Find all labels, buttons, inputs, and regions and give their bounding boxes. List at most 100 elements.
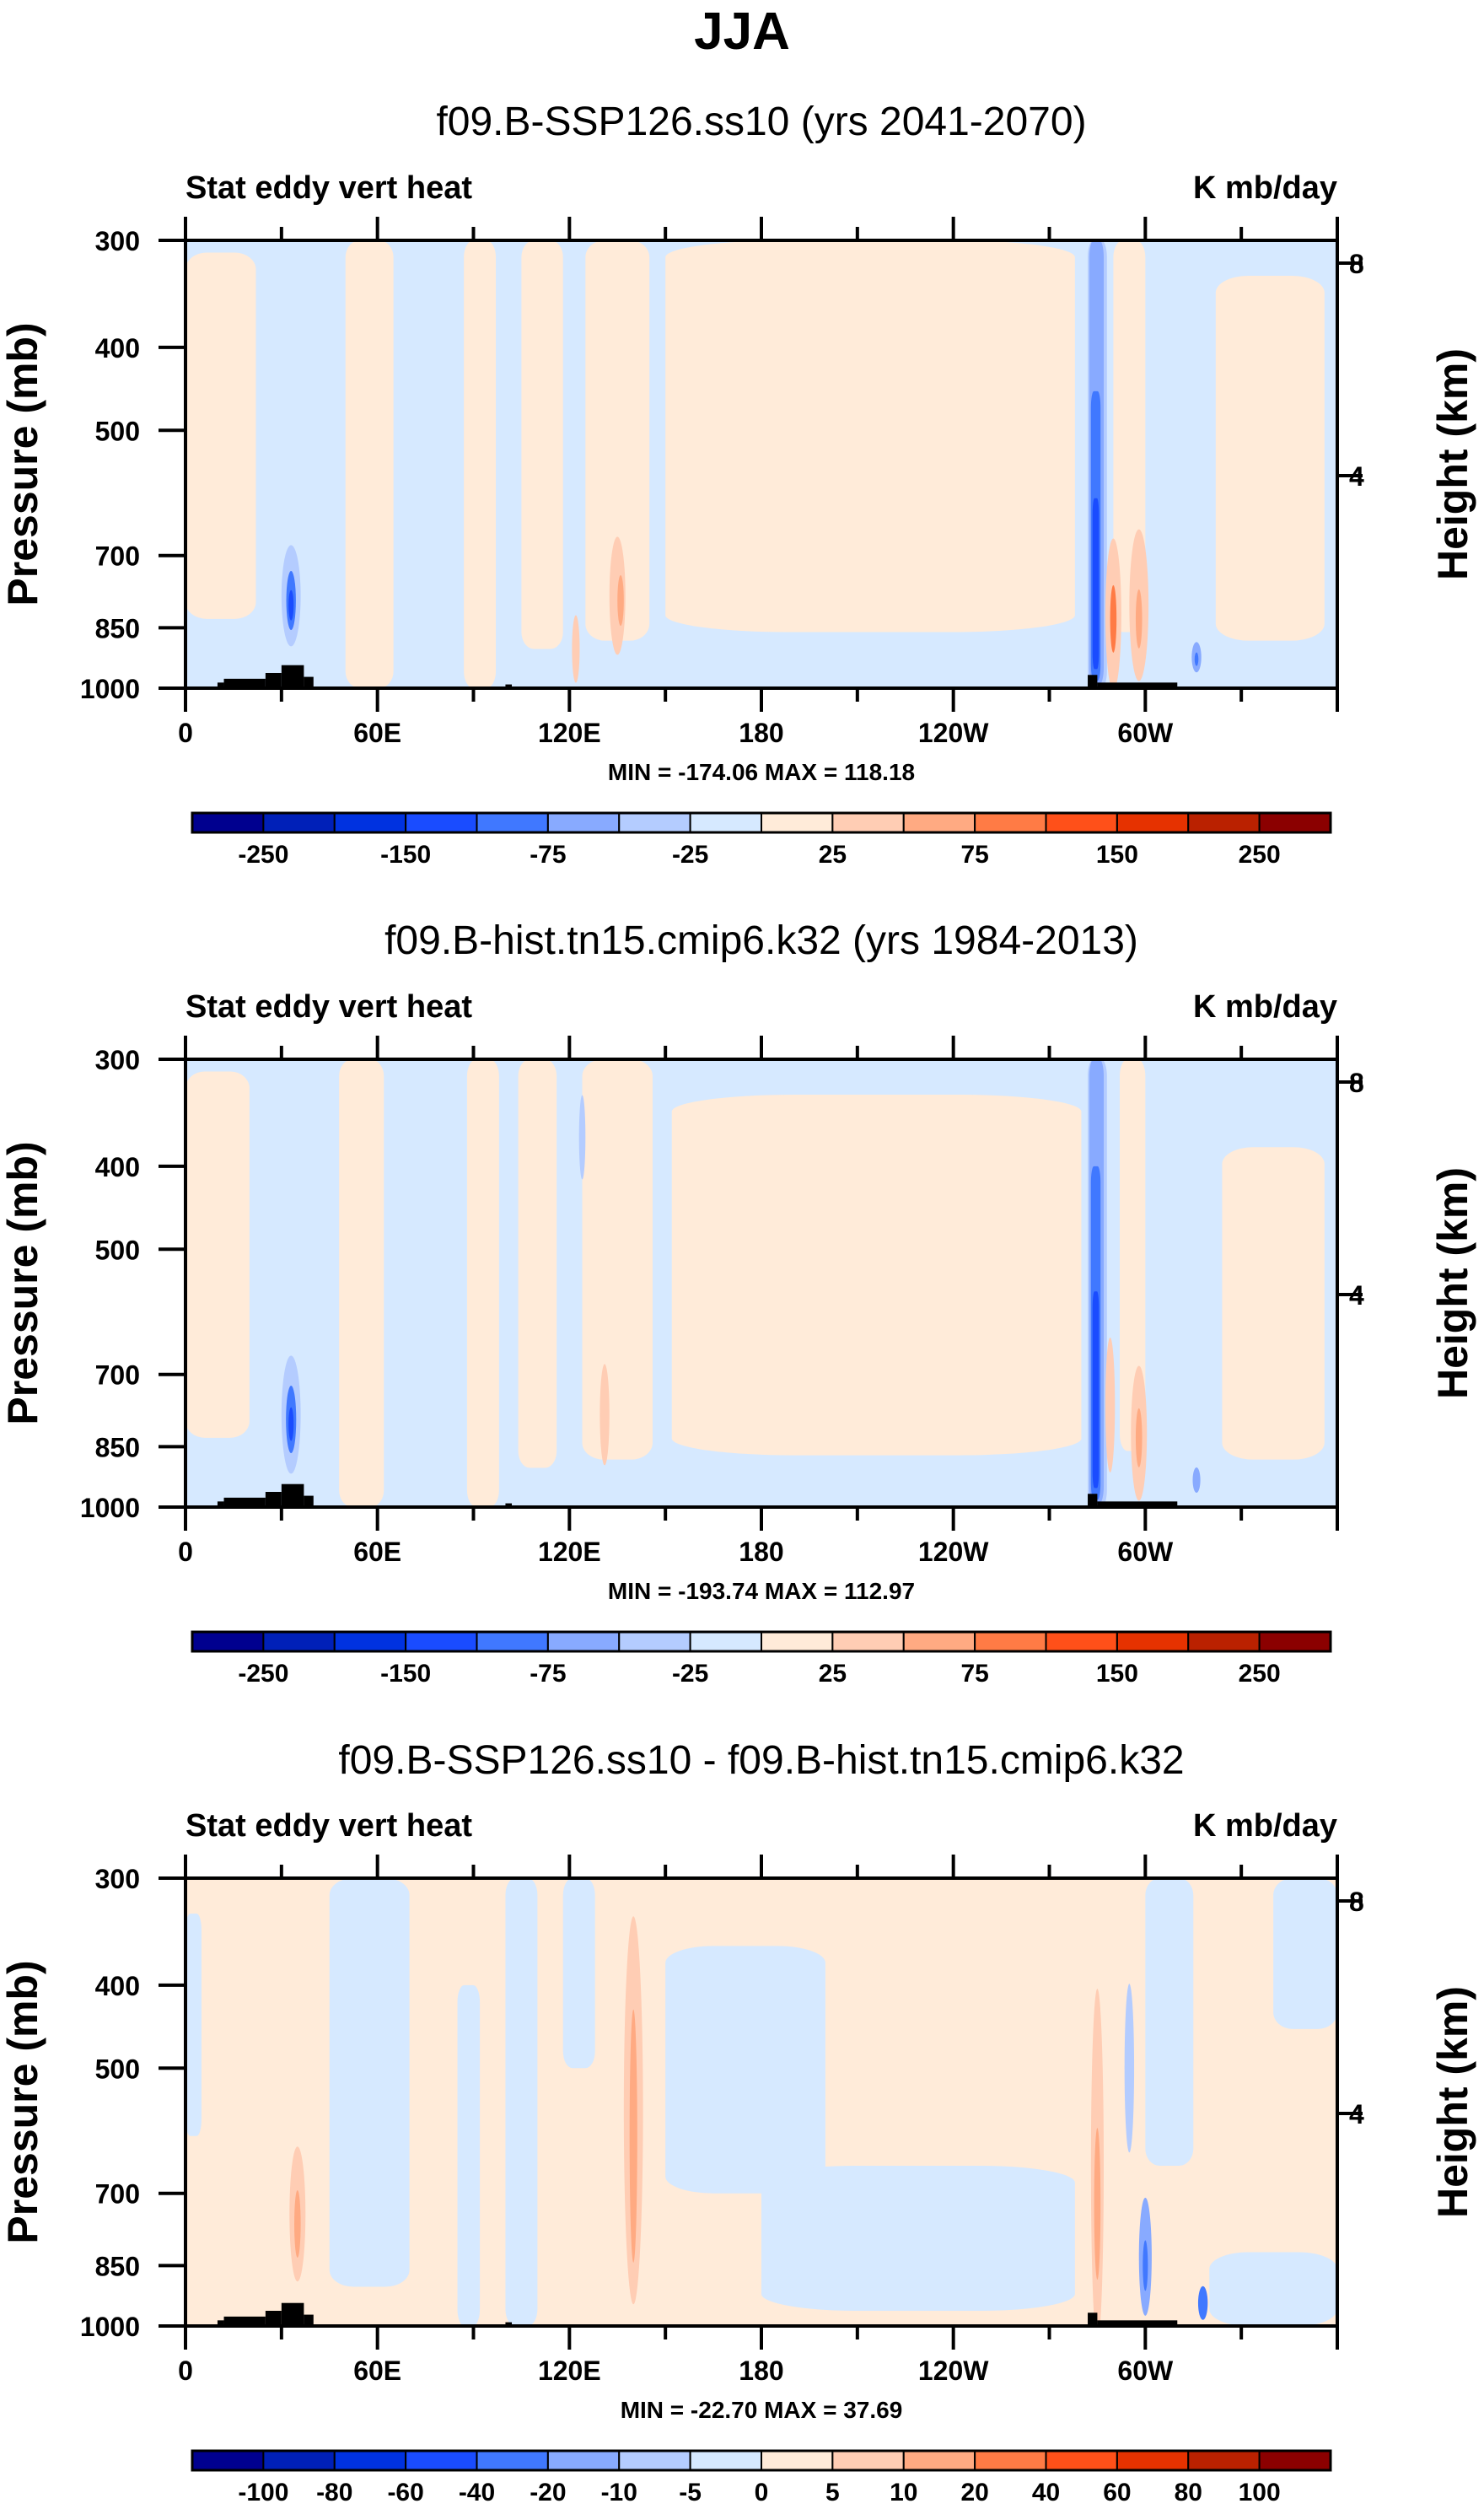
topography-mask — [265, 1491, 282, 1507]
colorbar-box — [1116, 2450, 1190, 2471]
colorbar-box — [1258, 2450, 1331, 2471]
contour-region — [1092, 1291, 1100, 1489]
y-right-tick-label: 4 — [1349, 2099, 1364, 2129]
colorbar-label: 60 — [1103, 2479, 1131, 2506]
colorbar-label: 25 — [819, 1660, 847, 1688]
contour-region — [339, 1059, 384, 1507]
y-tick-label: 1000 — [80, 1493, 140, 1523]
contour-region — [505, 1878, 538, 2326]
colorbar-box — [689, 2450, 762, 2471]
x-tick-label: 120E — [538, 2356, 601, 2386]
topography-mask — [217, 682, 224, 688]
contour-region — [1110, 584, 1117, 653]
topography-mask — [281, 1483, 304, 1507]
x-tick-label: 0 — [178, 718, 193, 748]
y-tick-label: 850 — [95, 1432, 140, 1462]
min-max-stats: MIN = -174.06 MAX = 118.18 — [608, 759, 915, 785]
colorbar-box — [191, 2450, 265, 2471]
colorbar-box — [902, 1631, 976, 1652]
topography-mask — [505, 2322, 513, 2326]
colorbar-label: -20 — [530, 2479, 566, 2506]
y-right-axis-label: Height (km) — [1429, 1986, 1476, 2218]
contour-region — [1222, 1147, 1325, 1460]
contour-region — [572, 615, 580, 683]
topography-mask — [1088, 675, 1098, 688]
colorbar-label: 10 — [890, 2479, 917, 2506]
y-right-axis-label: Height (km) — [1429, 348, 1476, 580]
y-tick-label: 1000 — [80, 674, 140, 704]
contour-region — [1194, 652, 1199, 666]
topography-mask — [223, 1497, 266, 1507]
colorbar-box — [831, 812, 905, 833]
colorbar: -250 -150 -75 -25 25 75 150 250 — [191, 1630, 1332, 1688]
x-tick-label: 120W — [918, 2356, 989, 2386]
colorbar-box — [405, 812, 478, 833]
contour-region — [578, 1095, 586, 1180]
y-tick-label: 400 — [95, 1971, 140, 2001]
colorbar-frame — [191, 1630, 1332, 1653]
y-tick-label: 300 — [95, 226, 140, 256]
colorbar-box — [1045, 812, 1118, 833]
min-max-stats: MIN = -193.74 MAX = 112.97 — [608, 1578, 915, 1604]
x-tick-label: 60E — [353, 1537, 401, 1567]
colorbar-label: -5 — [679, 2479, 702, 2506]
units-label: K mb/day — [1193, 170, 1337, 206]
colorbar-box — [831, 2450, 905, 2471]
colorbar-box — [546, 1631, 621, 1652]
colorbar-box — [405, 2450, 478, 2471]
variable-label: Stat eddy vert heat — [186, 989, 472, 1025]
colorbar-box — [831, 1631, 905, 1652]
contour-region — [665, 240, 1075, 633]
colorbar-label: 250 — [1239, 1660, 1281, 1688]
contour-region — [457, 1984, 481, 2326]
colorbar-box — [902, 2450, 976, 2471]
y-tick-label: 500 — [95, 1235, 140, 1265]
colorbar-box — [974, 1631, 1047, 1652]
y-tick-label: 500 — [95, 2054, 140, 2084]
units-label: K mb/day — [1193, 1808, 1337, 1844]
colorbar-label: -150 — [380, 1660, 431, 1688]
colorbar-box — [191, 1631, 265, 1652]
colorbar-box — [618, 1631, 691, 1652]
colorbar-box — [476, 1631, 549, 1652]
y-right-axis-label: Height (km) — [1429, 1167, 1476, 1399]
colorbar-label: 25 — [819, 841, 847, 869]
x-tick-label: 180 — [739, 2356, 783, 2386]
panel-title: f09.B-SSP126.ss10 - f09.B-hist.tn15.cmip… — [338, 1738, 1184, 1783]
colorbar-box — [262, 1631, 336, 1652]
colorbar-box — [618, 2450, 691, 2471]
colorbar-box — [761, 1631, 834, 1652]
contour-region — [1119, 1059, 1146, 1451]
colorbar-label: 75 — [960, 841, 988, 869]
topography-mask — [223, 678, 266, 688]
x-tick-label: 180 — [739, 718, 783, 748]
topography-mask — [223, 2316, 266, 2326]
contour-region — [1092, 498, 1100, 670]
colorbar-box — [1187, 812, 1261, 833]
contour-region — [1209, 2252, 1337, 2326]
contour-region — [617, 575, 624, 627]
topography-mask — [1097, 1501, 1178, 1507]
y-tick-label: 500 — [95, 416, 140, 446]
x-tick-label: 60W — [1117, 718, 1174, 748]
contour-region — [345, 240, 394, 688]
x-tick-label: 120W — [918, 1537, 989, 1567]
contour-region — [186, 1914, 202, 2136]
colorbar-label: -75 — [530, 1660, 566, 1688]
topography-mask — [265, 2310, 282, 2326]
colorbar-box — [1258, 812, 1331, 833]
colorbar-box — [761, 2450, 834, 2471]
contour-region — [1105, 1337, 1116, 1473]
colorbar-label: -250 — [238, 841, 288, 869]
panel-title: f09.B-SSP126.ss10 (yrs 2041-2070) — [436, 100, 1086, 144]
colorbar-label: 40 — [1032, 2479, 1060, 2506]
x-tick-label: 120W — [918, 718, 989, 748]
contour-region — [1145, 1878, 1194, 2167]
y-axis-label: Pressure (mb) — [0, 322, 46, 606]
y-tick-label: 700 — [95, 1360, 140, 1391]
y-right-tick-label: 4 — [1349, 1280, 1364, 1311]
colorbar-label: 80 — [1175, 2479, 1202, 2506]
y-right-tick-label: 8 — [1349, 249, 1364, 279]
x-tick-label: 60E — [353, 2356, 401, 2386]
units-label: K mb/day — [1193, 989, 1337, 1025]
